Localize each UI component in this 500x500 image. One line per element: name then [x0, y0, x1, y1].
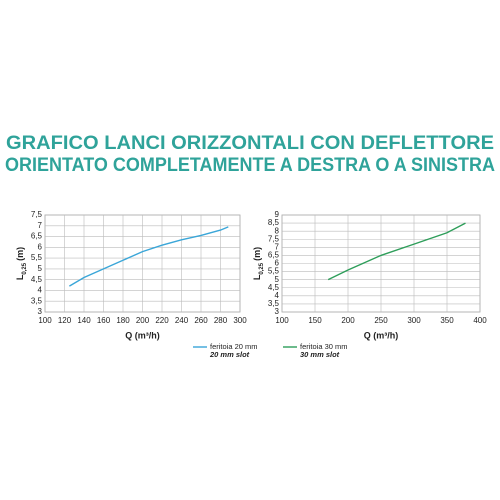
y-tick-label: 7,5 [31, 210, 43, 219]
y-tick-label: 3 [38, 307, 43, 316]
x-tick-label: 120 [58, 316, 72, 325]
x-tick-label: 350 [440, 316, 454, 325]
x-tick-label: 100 [275, 316, 289, 325]
y-tick-label: 7,5 [268, 234, 280, 243]
y-tick-label: 6,5 [268, 251, 280, 260]
y-tick-label: 5 [38, 264, 43, 273]
y-tick-label: 6 [275, 259, 280, 268]
x-tick-label: 300 [233, 316, 247, 325]
x-tick-label: 100 [38, 316, 52, 325]
y-tick-label: 3,5 [31, 296, 43, 305]
x-tick-label: 250 [374, 316, 388, 325]
y-tick-label: 6,5 [31, 232, 43, 241]
x-tick-label: 140 [77, 316, 91, 325]
y-tick-label: 3 [275, 307, 280, 316]
x-tick-label: 160 [97, 316, 111, 325]
x-tick-label: 260 [194, 316, 208, 325]
title-line: GRAFICO LANCI ORIZZONTALI CON DEFLETTORE [6, 133, 494, 154]
legend-label: feritoia 20 mm [210, 342, 258, 351]
y-tick-label: 7 [275, 242, 280, 251]
x-tick-label: 400 [473, 316, 487, 325]
y-axis-label: L0,25(m) [252, 247, 264, 280]
legend-label-en: 20 mm slot [209, 350, 250, 359]
y-tick-label: 9 [275, 210, 280, 219]
title-line: ORIENTATO COMPLETAMENTE A DESTRA O A SIN… [5, 155, 495, 176]
y-axis-label-part: (m) [15, 247, 25, 261]
y-tick-label: 4,5 [31, 275, 43, 284]
y-tick-label: 5,5 [268, 267, 280, 276]
series-line [69, 226, 229, 287]
y-tick-label: 4 [275, 291, 280, 300]
y-tick-label: 5,5 [31, 253, 43, 262]
y-tick-label: 6 [38, 242, 43, 251]
y-axis-label-part: L [15, 274, 25, 280]
x-tick-label: 240 [175, 316, 189, 325]
y-axis-label-part: L [252, 274, 262, 280]
y-tick-label: 7 [38, 221, 43, 230]
legend-label-en: 30 mm slot [300, 350, 340, 359]
x-tick-label: 220 [155, 316, 169, 325]
y-axis-label: L0,25(m) [15, 247, 27, 280]
y-axis-label-part: 0,25 [259, 262, 265, 274]
x-tick-label: 180 [116, 316, 130, 325]
y-tick-label: 4 [38, 286, 43, 295]
x-axis-label: Q (m³/h) [125, 330, 160, 340]
y-axis-label-part: 0,25 [22, 262, 28, 274]
x-tick-label: 200 [136, 316, 150, 325]
x-tick-label: 150 [308, 316, 322, 325]
y-tick-label: 8 [275, 226, 280, 235]
y-tick-label: 4,5 [268, 283, 280, 292]
series-line [327, 222, 466, 281]
x-tick-label: 200 [341, 316, 355, 325]
y-tick-label: 5 [275, 275, 280, 284]
legend-label: feritoia 30 mm [300, 342, 348, 351]
y-axis-label-part: (m) [252, 247, 262, 261]
y-tick-label: 3,5 [268, 299, 280, 308]
y-tick-label: 8,5 [268, 218, 280, 227]
x-tick-label: 300 [407, 316, 421, 325]
x-axis-label: Q (m³/h) [364, 330, 399, 340]
x-tick-label: 280 [214, 316, 228, 325]
